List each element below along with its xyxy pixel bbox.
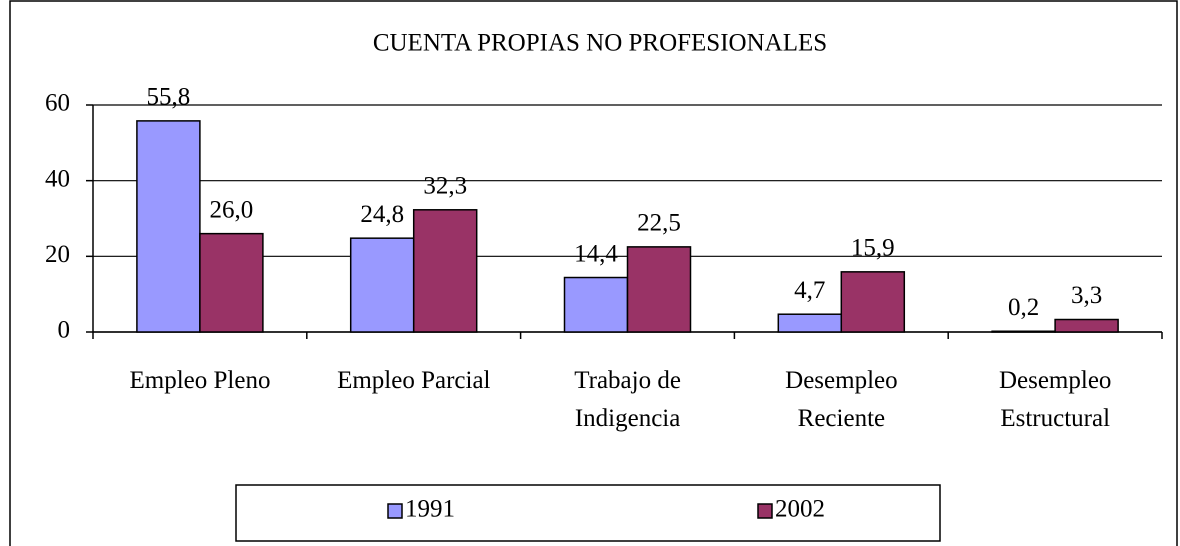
value-label: 4,7 [794, 277, 825, 304]
x-tick-label: Empleo Parcial [337, 367, 491, 394]
bar [1054, 318, 1119, 333]
x-tick-label: Desempleo Estructural [998, 367, 1112, 432]
bar [777, 313, 843, 333]
bar [349, 237, 415, 333]
legend-swatch [387, 503, 403, 519]
x-tick-label: Trabajo de Indigencia [574, 367, 681, 432]
bar [199, 232, 264, 333]
y-tick-label: 20 [45, 241, 70, 268]
value-label: 32,3 [423, 173, 467, 200]
value-label: 14,4 [574, 240, 618, 267]
bar [626, 246, 692, 333]
x-tick-label: Empleo Pleno [129, 367, 271, 394]
value-label: 22,5 [637, 210, 681, 237]
bar [563, 276, 629, 333]
y-tick-label: 60 [45, 90, 70, 117]
chart-border [9, 0, 1178, 546]
value-label: 15,9 [851, 235, 895, 262]
bar [412, 209, 478, 333]
legend-box [235, 484, 941, 542]
y-tick-label: 40 [45, 165, 70, 192]
x-tick-label: Desempleo Reciente [785, 367, 898, 432]
bar [136, 120, 201, 333]
value-label: 0,2 [1008, 294, 1039, 321]
value-label: 26,0 [210, 196, 254, 223]
legend-label: 2002 [775, 496, 825, 523]
value-label: 55,8 [147, 84, 191, 111]
bar [840, 271, 906, 333]
value-label: 3,3 [1071, 282, 1102, 309]
legend-swatch [757, 503, 773, 519]
chart-title: CUENTA PROPIAS NO PROFESIONALES [373, 30, 827, 57]
bar [991, 330, 1056, 333]
value-label: 24,8 [360, 201, 404, 228]
legend-label: 1991 [405, 496, 455, 523]
y-tick-label: 0 [58, 317, 71, 344]
